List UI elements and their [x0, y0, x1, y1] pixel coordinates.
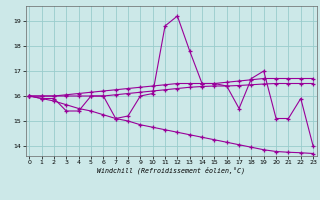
X-axis label: Windchill (Refroidissement éolien,°C): Windchill (Refroidissement éolien,°C)	[97, 167, 245, 174]
